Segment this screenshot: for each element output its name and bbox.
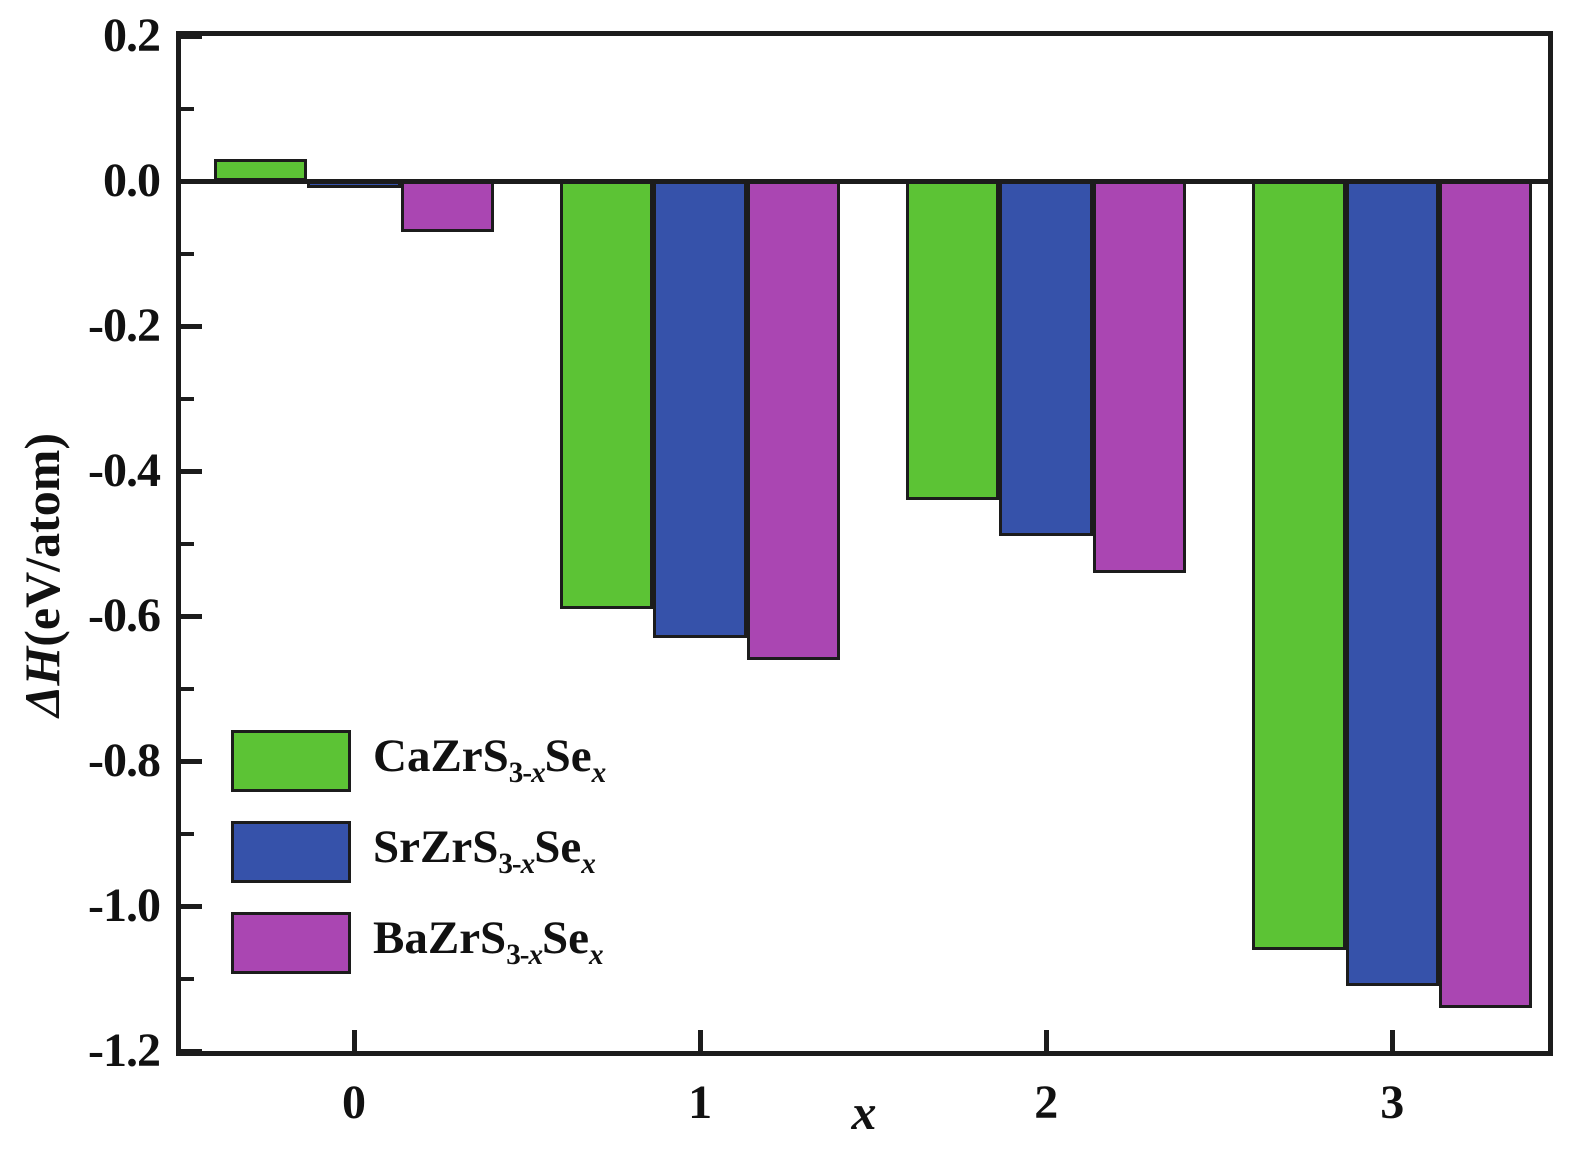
y-tick-label: -1.0: [88, 879, 161, 932]
x-axis-title: x: [851, 1084, 877, 1140]
bar-SrZrS3-xSex-x1: [653, 181, 747, 638]
bar-BaZrS3-xSex-x3: [1438, 181, 1533, 1008]
x-tick: [1389, 1030, 1395, 1051]
legend-swatch-SrZrS3-xSex: [231, 821, 351, 883]
y-minor-tick: [181, 106, 194, 111]
bar-BaZrS3-xSex-x2: [1092, 181, 1187, 573]
y-major-tick: [181, 323, 202, 329]
y-minor-tick: [181, 831, 194, 836]
y-major-tick: [181, 903, 202, 909]
legend-row: SrZrS3-xSex: [231, 821, 605, 883]
plot-canvas: CaZrS3-xSex SrZrS3-xSex BaZrS3-xSex: [181, 33, 1548, 1054]
y-tick-label: 0.0: [103, 154, 161, 207]
y-major-tick: [181, 613, 202, 619]
bar-BaZrS3-xSex-x0: [400, 181, 495, 232]
legend-row: BaZrS3-xSex: [231, 912, 605, 974]
bar-SrZrS3-xSex-x2: [999, 181, 1093, 537]
y-major-tick: [181, 468, 202, 474]
bar-BaZrS3-xSex-x1: [746, 181, 841, 660]
bar-CaZrS3-xSex-x3: [1252, 181, 1346, 950]
y-tick-label: -0.2: [88, 299, 161, 352]
x-tick-label: 3: [1380, 1076, 1405, 1129]
y-tick-label: -1.2: [88, 1024, 161, 1077]
y-major-tick: [181, 33, 202, 39]
y-minor-tick: [181, 541, 194, 546]
y-minor-tick: [181, 686, 194, 691]
y-tick-label: -0.8: [88, 734, 161, 787]
legend-label: BaZrS3-xSex: [373, 912, 604, 972]
y-major-tick: [181, 758, 202, 764]
y-major-tick: [181, 1048, 202, 1054]
y-minor-tick: [181, 976, 194, 981]
bar-CaZrS3-xSex-x1: [559, 181, 654, 609]
legend-swatch-CaZrS3-xSex: [231, 730, 351, 792]
y-tick-label: -0.4: [88, 444, 161, 497]
legend: CaZrS3-xSex SrZrS3-xSex BaZrS3-xSex: [231, 730, 606, 1003]
x-tick-label: 1: [688, 1076, 713, 1129]
x-tick: [351, 1030, 357, 1051]
x-tick-label: 2: [1034, 1076, 1059, 1129]
y-tick-label: -0.6: [88, 589, 161, 642]
legend-label: CaZrS3-xSex: [373, 730, 606, 790]
legend-label: SrZrS3-xSex: [373, 821, 596, 881]
y-axis-title-symbol: ΔH: [14, 646, 70, 718]
x-tick: [1043, 1030, 1049, 1051]
bar-CaZrS3-xSex-x2: [906, 181, 1000, 500]
plot-area: CaZrS3-xSex SrZrS3-xSex BaZrS3-xSex: [176, 31, 1553, 1056]
legend-swatch-BaZrS3-xSex: [231, 912, 351, 974]
y-minor-tick: [181, 396, 194, 401]
y-minor-tick: [181, 251, 194, 256]
x-tick: [697, 1030, 703, 1051]
legend-row: CaZrS3-xSex: [231, 730, 606, 792]
y-tick-label: 0.2: [103, 9, 161, 62]
x-tick-label: 0: [342, 1076, 367, 1129]
zero-axis-line: [181, 178, 1548, 184]
bar-SrZrS3-xSex-x3: [1345, 181, 1439, 986]
